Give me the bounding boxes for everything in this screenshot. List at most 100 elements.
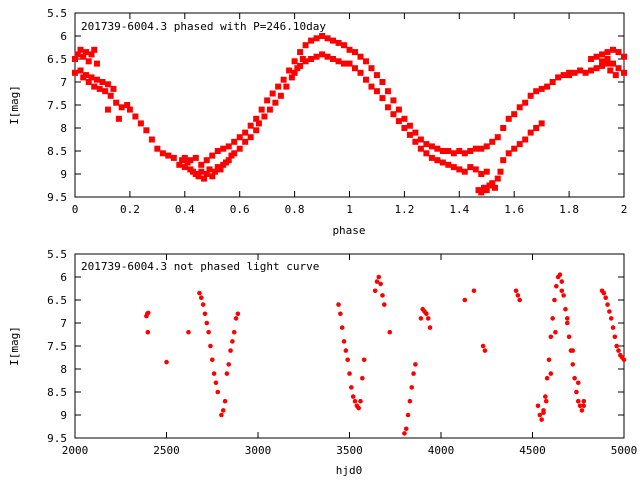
phased-data-point — [500, 157, 507, 164]
unphased-x-tick-label: 3000 — [245, 444, 272, 457]
phased-data-point — [214, 148, 221, 154]
unphased-y-tick-label: 7.5 — [47, 340, 67, 353]
phased-data-point — [456, 148, 463, 154]
unphased-data-point — [575, 398, 581, 404]
unphased-data-point — [564, 316, 570, 321]
unphased-data-point — [572, 375, 577, 381]
phased-data-point — [286, 67, 293, 74]
phased-data-point — [107, 92, 114, 99]
unphased-data-point — [413, 362, 418, 367]
phased-x-tick-label: 0.6 — [230, 203, 250, 216]
phased-data-point — [72, 56, 78, 62]
phased-data-point — [412, 138, 419, 145]
phased-data-point — [439, 148, 446, 154]
phased-data-point — [406, 131, 413, 138]
unphased-data-point — [537, 412, 543, 418]
unphased-data-point — [607, 309, 612, 314]
unphased-data-point — [219, 412, 224, 418]
phased-data-point — [582, 69, 589, 76]
phased-data-point — [522, 136, 529, 143]
phased-data-point — [170, 154, 177, 161]
phased-data-point — [211, 168, 218, 175]
phased-data-point — [373, 88, 380, 95]
phased-data-point — [577, 67, 584, 74]
phased-y-tick-label: 7 — [60, 76, 67, 89]
unphased-data-point — [164, 359, 169, 365]
unphased-data-point — [387, 329, 393, 335]
phased-data-point — [324, 35, 331, 42]
unphased-data-point — [405, 412, 411, 418]
unphased-data-point — [515, 293, 521, 298]
unphased-data-point — [575, 380, 581, 386]
phased-data-point — [201, 175, 208, 182]
unphased-data-point — [356, 405, 361, 411]
phased-data-point — [77, 67, 84, 74]
phased-data-point — [511, 145, 518, 152]
phased-data-point — [264, 97, 271, 104]
phased-data-point — [604, 49, 611, 56]
unphased-data-point — [553, 329, 558, 335]
phased-data-point — [324, 53, 331, 60]
phased-data-point — [198, 168, 205, 175]
unphased-data-point — [621, 357, 627, 363]
phased-data-point — [478, 189, 485, 196]
phased-data-point — [483, 143, 490, 150]
phased-data-point — [93, 60, 100, 67]
unphased-y-tick-label: 8 — [60, 363, 67, 376]
phased-data-point — [110, 85, 117, 92]
phased-data-point — [379, 95, 386, 102]
unphased-data-point — [541, 410, 546, 416]
unphased-x-tick-label: 2500 — [153, 444, 180, 457]
unphased-data-point — [480, 343, 486, 349]
unphased-data-point — [603, 295, 608, 301]
unphased-data-point — [513, 288, 519, 294]
unphased-data-points — [144, 272, 627, 436]
phased-data-point — [302, 42, 309, 49]
phased-data-point — [450, 150, 457, 157]
phased-data-point — [91, 83, 98, 90]
unphased-data-point — [570, 362, 576, 367]
phased-data-points — [72, 33, 627, 196]
unphased-data-point — [372, 288, 378, 294]
unphased-data-point — [610, 325, 616, 330]
phased-data-point — [351, 49, 358, 56]
phased-data-point — [231, 150, 238, 157]
phased-x-tick-label: 0.2 — [120, 203, 140, 216]
unphased-data-point — [198, 295, 204, 301]
unphased-data-point — [557, 272, 563, 278]
phased-data-point — [604, 56, 611, 62]
phased-data-point — [80, 74, 87, 81]
unphased-x-tick-label: 4500 — [519, 444, 546, 457]
unphased-data-point — [222, 398, 228, 404]
phased-data-point — [621, 53, 627, 60]
phased-data-point — [181, 164, 188, 171]
phased-data-point — [434, 157, 441, 164]
unphased-data-point — [197, 290, 202, 296]
phased-data-point — [384, 104, 391, 111]
phased-data-point — [489, 138, 496, 145]
phased-data-point — [390, 111, 397, 118]
phased-data-point — [206, 166, 213, 173]
phased-data-point — [275, 83, 282, 90]
phased-data-point — [472, 145, 479, 152]
unphased-data-point — [601, 290, 607, 296]
phased-data-point — [209, 173, 216, 180]
phased-data-point — [494, 175, 501, 182]
unphased-data-point — [550, 316, 555, 321]
phased-x-tick-label: 1 — [346, 203, 353, 216]
unphased-data-point — [381, 302, 387, 307]
phased-data-point — [538, 85, 545, 92]
unphased-y-tick-label: 9 — [60, 409, 67, 422]
phased-data-point — [242, 138, 249, 145]
phased-data-point — [115, 115, 122, 122]
phased-data-point — [77, 46, 84, 53]
unphased-data-point — [186, 329, 191, 335]
phased-data-point — [478, 145, 485, 152]
phased-data-point — [283, 83, 290, 90]
unphased-data-point — [339, 325, 345, 330]
unphased-data-point — [145, 329, 151, 335]
phased-data-point — [88, 51, 95, 58]
unphased-data-point — [543, 394, 548, 399]
phased-data-point — [555, 74, 562, 81]
